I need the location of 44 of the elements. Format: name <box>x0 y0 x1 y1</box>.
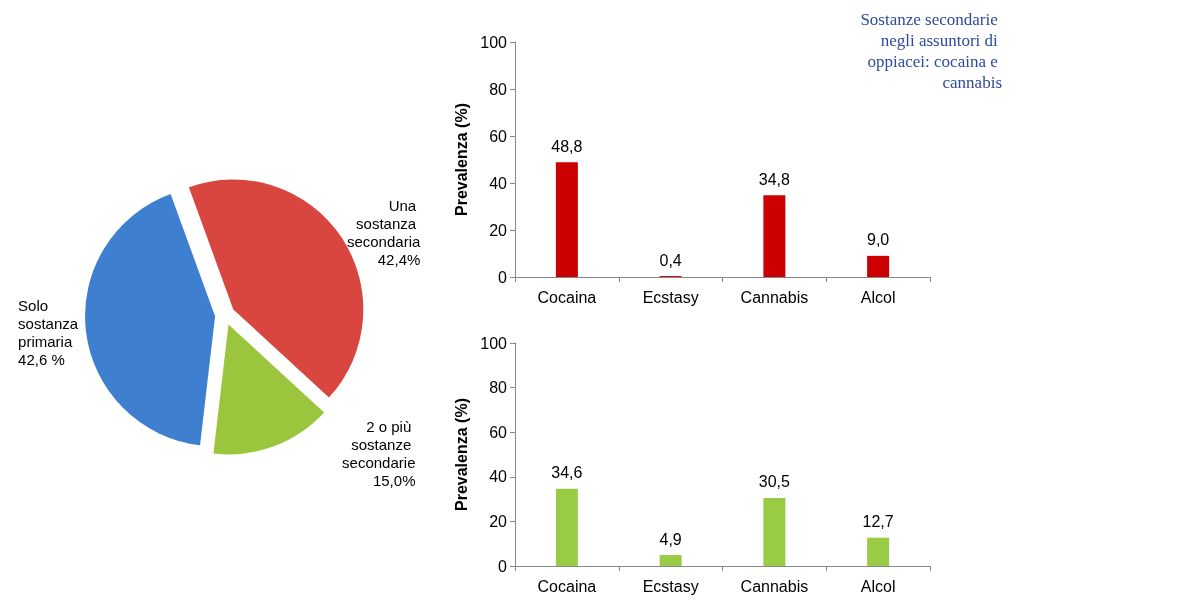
bar <box>555 162 578 277</box>
y-tick-label: 80 <box>489 80 508 98</box>
y-tick-label: 20 <box>489 221 508 239</box>
slice-label: Solo sostanza primaria <box>18 296 83 350</box>
data-label: 15,0% <box>372 472 416 490</box>
y-tick-label: 60 <box>489 423 508 441</box>
bar <box>867 537 890 566</box>
y-tick-label: 0 <box>498 268 508 286</box>
x-tick-label: Cannabis <box>740 577 809 595</box>
y-axis-title: Prevalenza (%) <box>452 103 470 216</box>
y-axis-title: Prevalenza (%) <box>452 398 470 511</box>
y-tick-label: 60 <box>489 127 508 145</box>
x-tick-label: Cannabis <box>740 288 809 306</box>
y-tick-label: 40 <box>489 174 508 192</box>
chart-title: Sostanze secondarie negli assuntori di oppiacei: cocaina e cannabis <box>860 10 1002 92</box>
data-label: 4,9 <box>659 530 682 548</box>
x-tick-label: Ecstasy <box>642 577 699 595</box>
y-tick-label: 80 <box>489 379 508 397</box>
bar <box>763 195 786 277</box>
data-label: 30,5 <box>758 473 791 491</box>
data-label: 48,8 <box>551 137 583 155</box>
slice-label: Una sostanza secondaria <box>346 197 421 251</box>
data-label: 0,4 <box>659 251 682 269</box>
bar <box>867 255 890 277</box>
data-label: 34,8 <box>758 170 791 188</box>
data-label: 9,0 <box>867 231 890 249</box>
slice-label: 2 o più sostanze secondarie <box>342 418 416 472</box>
y-tick-label: 100 <box>480 33 508 51</box>
data-label: 42,6 % <box>18 350 65 368</box>
data-label: 34,6 <box>551 464 583 482</box>
data-label: 42,4% <box>377 251 421 269</box>
bar <box>763 497 786 566</box>
bar <box>659 555 682 566</box>
y-tick-label: 100 <box>480 334 508 352</box>
y-tick-label: 0 <box>498 557 508 575</box>
data-label: 12,7 <box>862 513 894 531</box>
x-tick-label: Alcol <box>860 577 896 595</box>
x-tick-label: Alcol <box>860 288 896 306</box>
x-tick-label: Cocaina <box>537 288 597 306</box>
x-tick-label: Cocaina <box>537 577 597 595</box>
y-tick-label: 20 <box>489 512 508 530</box>
bar <box>555 488 578 566</box>
y-tick-label: 40 <box>489 468 508 486</box>
x-tick-label: Ecstasy <box>642 288 699 306</box>
